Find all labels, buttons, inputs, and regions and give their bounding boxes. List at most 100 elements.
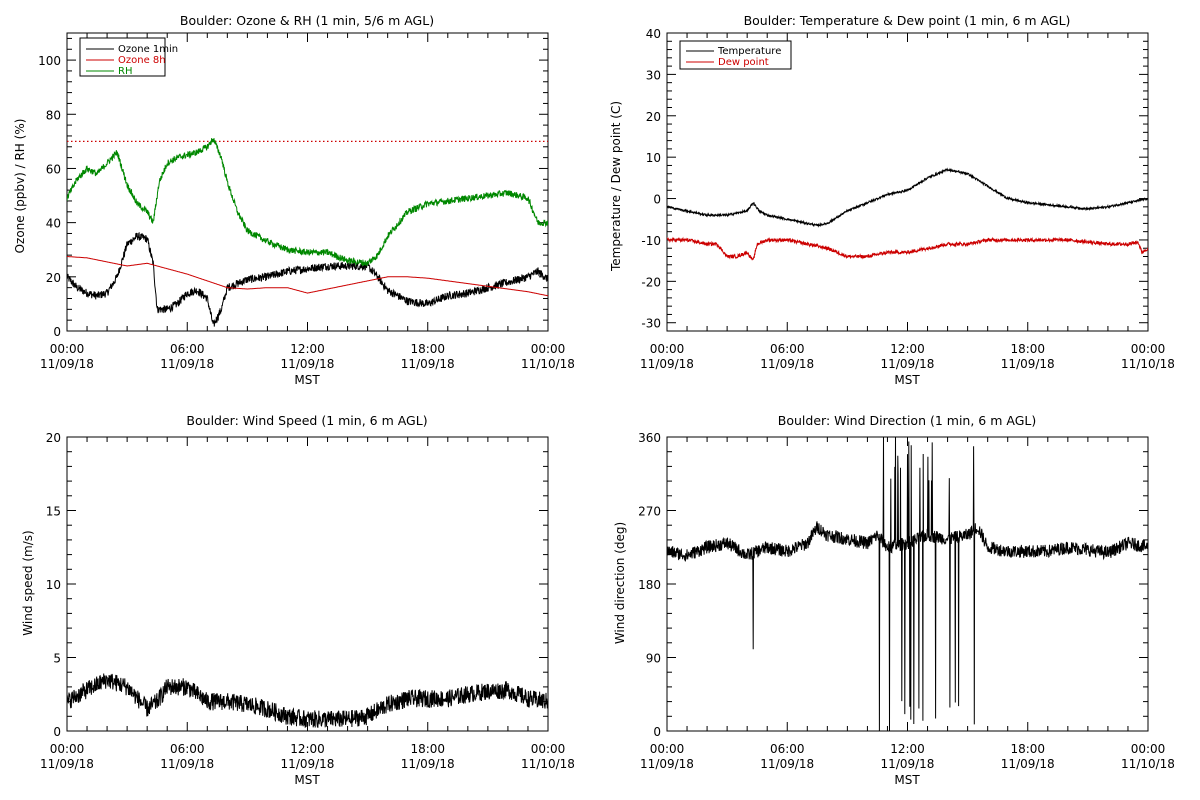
axes: [666, 436, 1149, 732]
y-tick-label: 90: [646, 652, 661, 666]
x-tick-label-time: 12:00: [290, 342, 325, 356]
x-tick-label-date: 11/09/18: [401, 357, 455, 371]
plot-area: [67, 673, 548, 728]
plot-frame: [66, 436, 549, 732]
x-tick-label-date: 11/09/18: [640, 357, 694, 371]
legend-label-ozone-8h: Ozone 8h: [118, 55, 166, 66]
chart-title: Boulder: Wind Speed (1 min, 6 m AGL): [186, 413, 427, 428]
y-axis-label: Ozone (ppbv) / RH (%): [13, 119, 27, 254]
x-axis-label: MST: [294, 773, 320, 787]
y-tick-label: 30: [646, 68, 661, 82]
x-tick-label-time: 12:00: [290, 742, 325, 756]
x-tick-label-time: 00:00: [50, 742, 85, 756]
y-tick-label: 180: [638, 578, 661, 592]
x-tick-label-time: 12:00: [890, 742, 925, 756]
x-tick-label-date: 11/10/18: [1121, 757, 1175, 771]
x-tick-label-time: 06:00: [170, 342, 205, 356]
x-tick-label-date: 11/10/18: [521, 757, 575, 771]
chart-title: Boulder: Wind Direction (1 min, 6 m AGL): [778, 413, 1036, 428]
x-tick-label-date: 11/10/18: [521, 357, 575, 371]
ozone-rh-chart: Boulder: Ozone & RH (1 min, 5/6 m AGL) O…: [13, 13, 575, 387]
x-tick-label-time: 18:00: [410, 742, 445, 756]
x-tick-label-date: 11/09/18: [281, 757, 335, 771]
x-tick-label-time: 00:00: [1131, 742, 1166, 756]
plot-frame: [66, 32, 549, 332]
x-tick-label-date: 11/10/18: [1121, 357, 1175, 371]
y-tick-label: 0: [653, 725, 661, 739]
y-tick-label: 0: [53, 325, 61, 339]
y-tick-label: 270: [638, 505, 661, 519]
plot-area: [667, 437, 1148, 731]
y-tick-label: 0: [653, 193, 661, 207]
y-tick-label: -30: [641, 317, 661, 331]
legend-box: [79, 37, 166, 77]
series-line-rh: [67, 138, 548, 267]
y-tick-label: 40: [646, 27, 661, 41]
y-tick-label: 20: [46, 431, 61, 445]
series-line-temperature: [667, 167, 1148, 228]
y-tick-label: -10: [641, 234, 661, 248]
y-tick-label: 0: [53, 725, 61, 739]
chart-title: Boulder: Temperature & Dew point (1 min,…: [744, 13, 1071, 28]
x-tick-label-time: 06:00: [770, 342, 805, 356]
x-tick-label-date: 11/09/18: [640, 757, 694, 771]
plot-frame: [666, 32, 1149, 332]
y-tick-label: 10: [46, 578, 61, 592]
plot-area: [67, 138, 548, 327]
series-line-ozone-8h: [67, 256, 548, 297]
chart-title: Boulder: Ozone & RH (1 min, 5/6 m AGL): [180, 13, 434, 28]
x-tick-label-time: 18:00: [410, 342, 445, 356]
y-tick-label: 100: [38, 54, 61, 68]
axes: [666, 32, 1149, 332]
x-tick-label-date: 11/09/18: [881, 757, 935, 771]
tick-labels: 09018027036000:0011/09/1806:0011/09/1812…: [638, 431, 1175, 771]
y-tick-label: -20: [641, 275, 661, 289]
x-tick-label-time: 18:00: [1010, 342, 1045, 356]
x-tick-label-time: 00:00: [650, 342, 685, 356]
x-tick-label-time: 12:00: [890, 342, 925, 356]
x-tick-label-date: 11/09/18: [760, 757, 814, 771]
y-tick-label: 20: [646, 110, 661, 124]
legend-box: [679, 40, 792, 70]
legend-label-rh: RH: [118, 66, 132, 77]
x-tick-label-time: 00:00: [1131, 342, 1166, 356]
wind-speed-chart: Boulder: Wind Speed (1 min, 6 m AGL) Win…: [21, 413, 575, 787]
tick-labels: -30-20-1001020304000:0011/09/1806:0011/0…: [640, 27, 1175, 371]
x-tick-label-date: 11/09/18: [160, 357, 214, 371]
x-tick-label-time: 18:00: [1010, 742, 1045, 756]
axes: [66, 436, 549, 732]
legend-label-dew-point: Dew point: [718, 57, 769, 68]
x-tick-label-date: 11/09/18: [160, 757, 214, 771]
legend: Ozone 1min Ozone 8h RH: [79, 37, 178, 77]
series-line-ozone-1min: [67, 231, 548, 327]
series-line-wind_speed: [67, 673, 548, 728]
x-tick-label-date: 11/09/18: [281, 357, 335, 371]
x-tick-label-date: 11/09/18: [881, 357, 935, 371]
x-tick-label-date: 11/09/18: [40, 357, 94, 371]
y-tick-label: 40: [46, 217, 61, 231]
axes: [66, 32, 549, 332]
x-tick-label-time: 00:00: [531, 742, 566, 756]
x-tick-label-time: 00:00: [650, 742, 685, 756]
x-tick-label-date: 11/09/18: [401, 757, 455, 771]
y-tick-label: 5: [53, 652, 61, 666]
x-axis-label: MST: [894, 773, 920, 787]
legend-label-ozone-1min: Ozone 1min: [118, 44, 178, 55]
y-tick-label: 15: [46, 505, 61, 519]
x-tick-label-time: 06:00: [170, 742, 205, 756]
plot-area: [667, 167, 1148, 261]
y-tick-label: 60: [46, 162, 61, 176]
y-tick-label: 10: [646, 151, 661, 165]
tick-labels: 0510152000:0011/09/1806:0011/09/1812:001…: [40, 431, 575, 771]
y-axis-label: Temperature / Dew point (C): [609, 101, 623, 272]
y-tick-label: 360: [638, 431, 661, 445]
x-tick-label-date: 11/09/18: [1001, 357, 1055, 371]
legend-label-temperature: Temperature: [717, 46, 781, 57]
x-tick-label-time: 06:00: [770, 742, 805, 756]
x-tick-label-date: 11/09/18: [760, 357, 814, 371]
temperature-dewpoint-chart: Boulder: Temperature & Dew point (1 min,…: [609, 13, 1175, 387]
x-tick-label-date: 11/09/18: [40, 757, 94, 771]
tick-labels: 02040608010000:0011/09/1806:0011/09/1812…: [38, 54, 575, 371]
x-tick-label-time: 00:00: [50, 342, 85, 356]
